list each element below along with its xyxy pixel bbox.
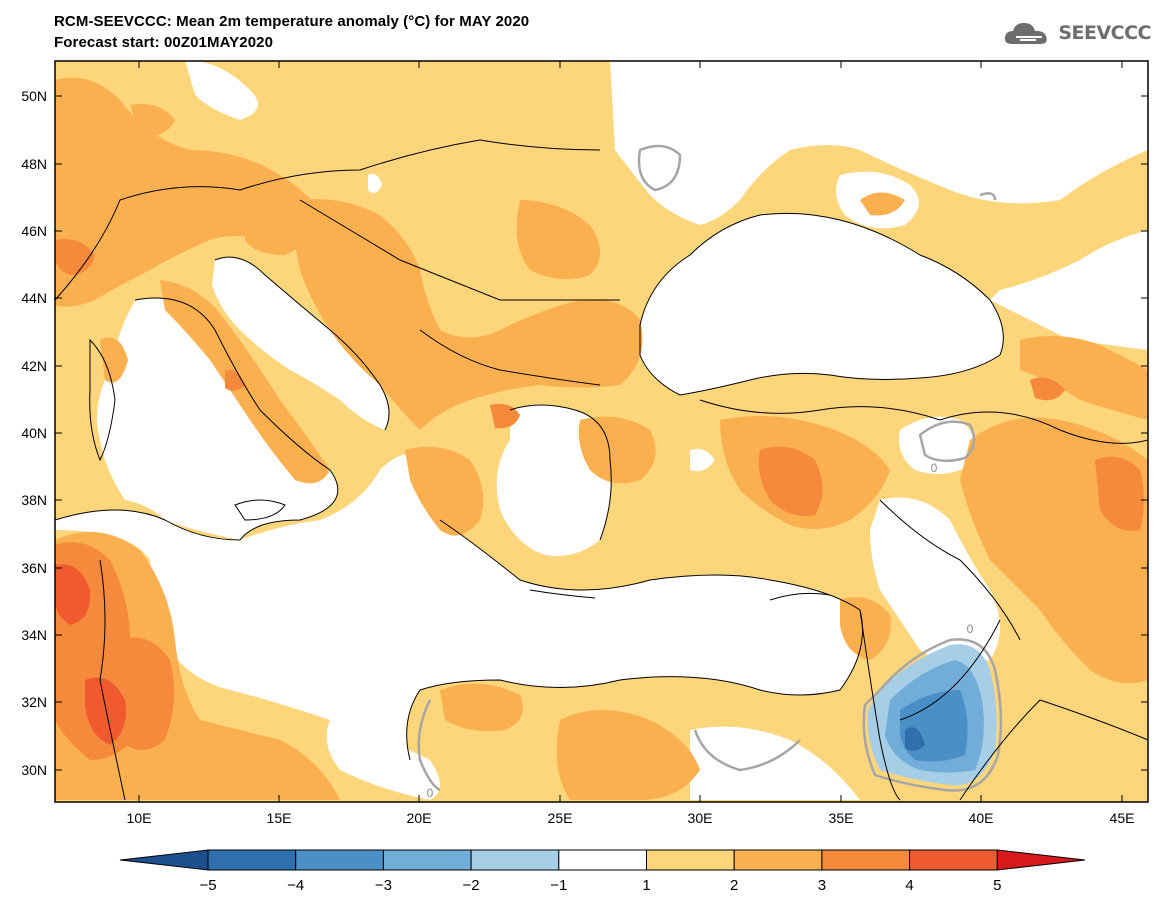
colorbar-segment xyxy=(296,850,384,870)
lon-label: 25E xyxy=(548,810,573,826)
lon-label: 10E xyxy=(127,810,152,826)
lon-label: 30E xyxy=(688,810,713,826)
lat-label: 40N xyxy=(21,425,47,441)
colorbar-tick-label: 4 xyxy=(905,877,913,894)
colorbar-tick-label: 3 xyxy=(818,877,826,894)
contour-label: 0 xyxy=(967,622,974,636)
lat-label: 32N xyxy=(21,694,47,710)
colorbar-segment xyxy=(647,850,735,870)
lon-label: 45E xyxy=(1110,810,1135,826)
lat-label: 50N xyxy=(21,88,47,104)
colorbar: −5 −4 −3 −2 −1 1 2 3 4 5 xyxy=(120,850,1085,894)
colorbar-segment xyxy=(910,850,998,870)
colorbar-segment xyxy=(383,850,471,870)
colorbar-segment xyxy=(208,850,296,870)
contour-label: 0 xyxy=(427,786,434,800)
colorbar-arrow-low xyxy=(120,850,208,870)
colorbar-segment xyxy=(734,850,822,870)
colorbar-segment xyxy=(559,850,647,870)
lat-label: 48N xyxy=(21,156,47,172)
colorbar-tick-label: −3 xyxy=(375,877,392,894)
colorbar-tick-label: −1 xyxy=(550,877,567,894)
colorbar-arrow-high xyxy=(997,850,1085,870)
colorbar-tick-label: 2 xyxy=(730,877,738,894)
colorbar-tick-label: −4 xyxy=(287,877,304,894)
colorbar-tick-label: 5 xyxy=(993,877,1001,894)
colorbar-tick-label: 1 xyxy=(642,877,650,894)
lon-label: 15E xyxy=(267,810,292,826)
lat-label: 38N xyxy=(21,492,47,508)
lat-label: 30N xyxy=(21,762,47,778)
lon-label: 20E xyxy=(407,810,432,826)
lat-label: 46N xyxy=(21,223,47,239)
lat-label: 36N xyxy=(21,560,47,576)
lat-label: 44N xyxy=(21,290,47,306)
colorbar-segment xyxy=(822,850,910,870)
lat-label: 42N xyxy=(21,358,47,374)
lat-label: 34N xyxy=(21,627,47,643)
colorbar-tick-label: −2 xyxy=(463,877,480,894)
anomaly-map: 0 0 0 50N 48N 46N 44N 42N 40N 38N 36N 34… xyxy=(0,0,1165,907)
map-fields xyxy=(55,60,1148,802)
colorbar-tick-label: −5 xyxy=(199,877,216,894)
lon-label: 40E xyxy=(969,810,994,826)
lon-label: 35E xyxy=(829,810,854,826)
colorbar-segment xyxy=(471,850,559,870)
contour-label: 0 xyxy=(931,461,938,475)
